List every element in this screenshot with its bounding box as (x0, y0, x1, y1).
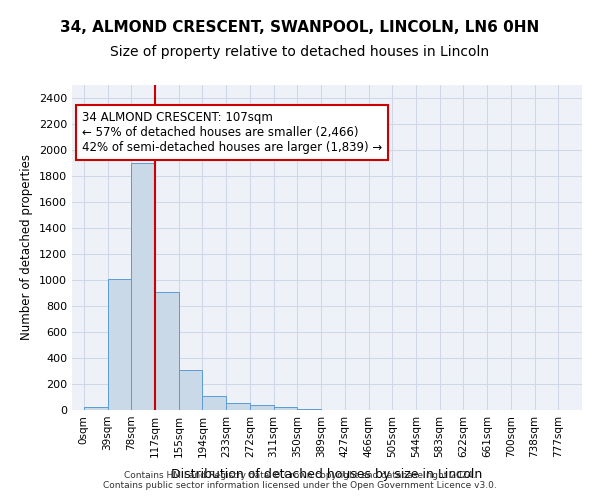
Text: Size of property relative to detached houses in Lincoln: Size of property relative to detached ho… (110, 45, 490, 59)
Text: 34 ALMOND CRESCENT: 107sqm
← 57% of detached houses are smaller (2,466)
42% of s: 34 ALMOND CRESCENT: 107sqm ← 57% of deta… (82, 111, 382, 154)
Text: Contains HM Land Registry data © Crown copyright and database right 2024.
Contai: Contains HM Land Registry data © Crown c… (103, 470, 497, 490)
Text: 34, ALMOND CRESCENT, SWANPOOL, LINCOLN, LN6 0HN: 34, ALMOND CRESCENT, SWANPOOL, LINCOLN, … (61, 20, 539, 35)
Bar (202, 396, 226, 410)
Bar (107, 278, 131, 410)
Bar (155, 292, 179, 410)
Y-axis label: Number of detached properties: Number of detached properties (20, 154, 34, 340)
Bar (84, 408, 107, 410)
Bar (179, 370, 202, 410)
Bar (298, 408, 321, 410)
Bar (250, 406, 274, 410)
Bar (274, 408, 298, 410)
Bar (131, 163, 155, 410)
X-axis label: Distribution of detached houses by size in Lincoln: Distribution of detached houses by size … (172, 468, 482, 481)
Bar (226, 403, 250, 410)
